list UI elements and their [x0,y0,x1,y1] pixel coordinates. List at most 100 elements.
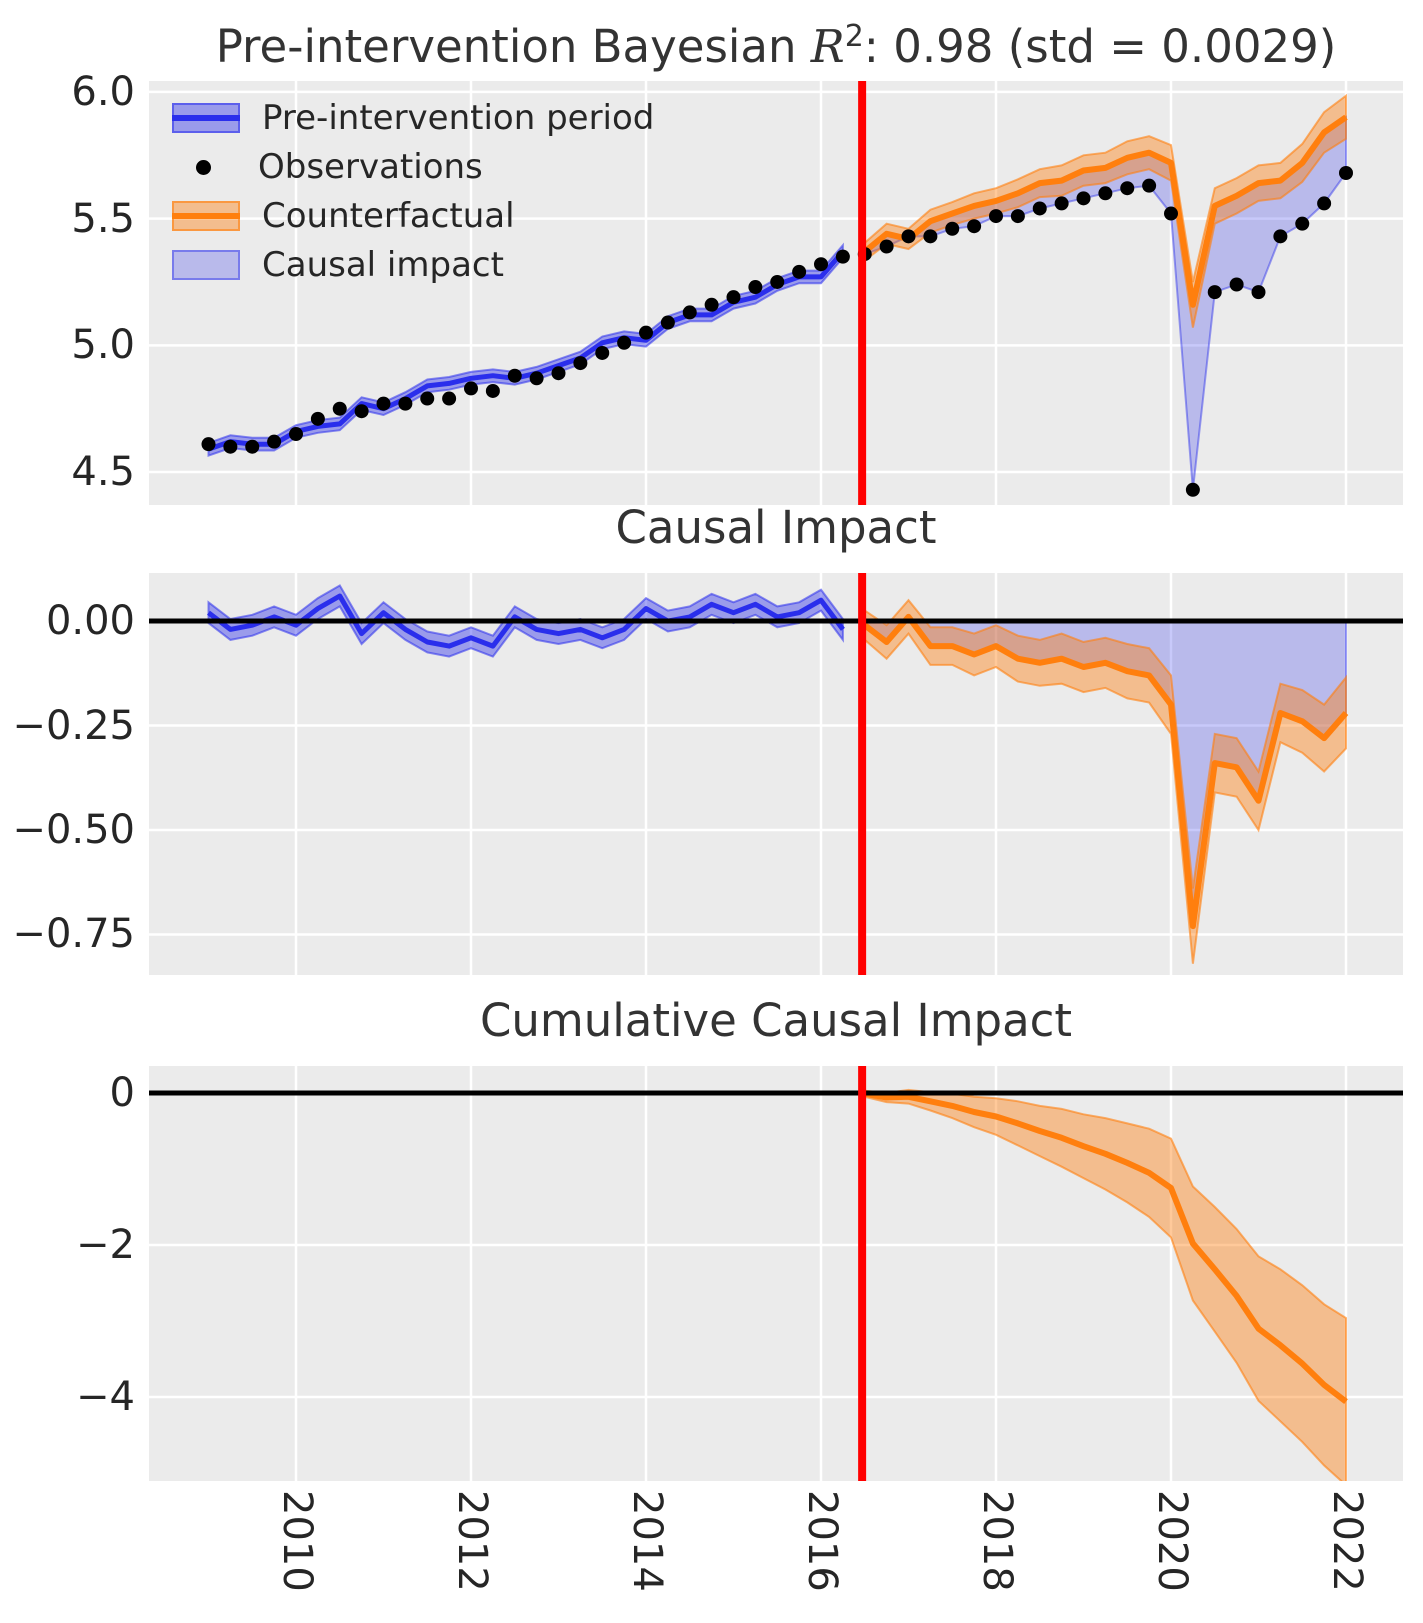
observation-dot [1317,196,1332,211]
observation-dot [420,391,435,406]
observation-dot [748,280,763,295]
causal-impact-patch-swatch-icon [172,250,240,280]
observation-dot [310,411,325,426]
panel-cumulative-causal-impact [149,1088,1403,1481]
observation-dot [989,209,1003,224]
observation-dot [1251,285,1266,300]
observation-dot [1273,229,1288,244]
legend-item-observations: Observations [172,147,654,187]
y-tick-label: −4 [76,1374,135,1420]
observation-dot [1098,186,1113,201]
observation-dot [245,439,260,454]
observation-dot [289,427,303,442]
observation-dot [485,383,500,398]
observation-dot [726,290,741,305]
observation-dot [792,264,807,279]
x-tick-label: 2010 [274,1490,320,1592]
observation-dot [901,229,916,244]
x-tick-label: 2012 [449,1490,495,1592]
observation-dot [704,297,719,312]
observation-dot [639,325,653,340]
y-tick-label: 0.00 [45,598,135,645]
y-tick-label: −0.50 [12,806,135,853]
observation-dot [1229,277,1244,292]
observation-dot [1339,165,1353,180]
observation-dot [551,366,566,381]
observation-dot [967,219,982,234]
observation-dot [507,368,522,383]
observation-dot [267,434,282,449]
x-tick-label: 2022 [1324,1490,1370,1592]
observation-dot [1010,209,1025,224]
observations-dot-swatch-icon [172,154,236,180]
observation-dot [201,437,216,452]
x-tick-label: 2018 [974,1490,1020,1592]
observation-dot [1295,216,1310,231]
observation-dot [1054,196,1069,211]
observation-dot [1185,482,1200,497]
y-tick-label: 6.0 [71,68,135,115]
observation-dot [770,274,785,289]
observation-dot [879,239,894,254]
figure-title-suffix: : 0.98 (std = 0.0029) [863,20,1337,73]
counterfactual-mean-line [862,114,1348,308]
legend-item-causal-impact: Causal impact [172,245,654,285]
figure-title-prefix: Pre-intervention Bayesian [215,20,811,73]
observation-dot [945,221,960,236]
y-tick-label: −0.75 [12,911,135,958]
observation-dot [529,371,544,386]
y-tick-label: 5.0 [71,322,135,369]
panel-pre-intervention-fit [201,93,1353,497]
x-tick-label: 2014 [624,1490,670,1592]
x-tick-label: 2016 [799,1490,845,1592]
observation-dot [1032,201,1047,216]
observation-dot [376,396,391,411]
observation-dot [332,401,347,416]
observation-dot [398,396,413,411]
observation-dot [1164,206,1178,221]
observation-dot [595,345,610,360]
observation-dot [573,356,588,371]
legend-label: Observations [258,147,483,187]
y-tick-label: −0.25 [12,702,135,749]
observation-dot [682,305,697,320]
observation-dot [223,439,238,454]
figure-title: Pre-intervention Bayesian R2: 0.98 (std … [149,10,1403,74]
legend-label: Counterfactual [262,196,515,236]
plot-background [149,1066,1403,1481]
y-tick-label: −2 [76,1221,135,1268]
counterfactual-band-swatch-icon [172,201,240,231]
y-tick-label: 5.5 [71,195,135,242]
observation-dot [354,404,369,419]
panel-title-cumulative-causal-impact: Cumulative Causal Impact [479,994,1073,1047]
observation-dot [835,249,850,264]
y-tick-label: 4.5 [71,449,135,496]
legend: Pre-intervention period Observations Cou… [172,98,655,285]
legend-item-counterfactual: Counterfactual [172,196,654,236]
figure-title-r: R [810,20,845,73]
legend-item-pre-intervention: Pre-intervention period [172,98,655,138]
pre-intervention-band-swatch-icon [172,103,240,133]
y-tick-label: 0 [109,1069,135,1116]
observation-dot [923,229,938,244]
observation-dot [1142,178,1157,193]
legend-label: Causal impact [262,245,504,285]
observation-dot [660,315,675,330]
observation-dot [617,335,632,350]
observation-dot [1207,285,1222,300]
figure-title-superscript: 2 [844,19,864,54]
cumulative-band [863,1088,1347,1481]
x-tick-label: 2020 [1149,1490,1195,1592]
observation-dot [814,257,828,272]
observation-dot [464,381,478,396]
observation-dot [442,391,457,406]
cumulative-mean-line [864,1090,1348,1404]
panel-causal-impact [149,584,1403,964]
observation-dot [1120,181,1135,196]
panel-title-causal-impact: Causal Impact [615,501,937,554]
observation-dot [1076,191,1091,206]
legend-label: Pre-intervention period [262,98,655,138]
impact-post-mean-line [862,613,1349,930]
